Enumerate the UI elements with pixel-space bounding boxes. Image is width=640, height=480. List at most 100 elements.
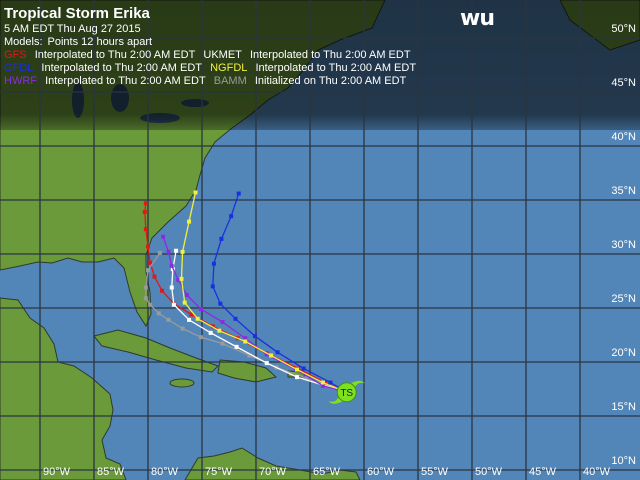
storm-label: TS: [340, 388, 353, 399]
track-point: [320, 380, 325, 385]
wu-logo[interactable]: wu: [460, 6, 495, 31]
track-point: [328, 380, 333, 385]
track-point: [295, 367, 300, 372]
track-point: [218, 301, 223, 306]
track-point: [156, 311, 161, 316]
track-line: [171, 250, 347, 393]
longitude-label: 75°W: [205, 466, 233, 478]
track-point: [210, 284, 215, 289]
latitude-label: 10°N: [611, 455, 636, 467]
latitude-label: 15°N: [611, 401, 636, 413]
hispaniola: [217, 359, 278, 383]
longitude-label: 80°W: [151, 466, 179, 478]
legend-row: GFDL Interpolated to Thu 2:00 AM EDT NGF…: [4, 62, 421, 75]
storm-marker[interactable]: TS: [328, 380, 365, 404]
track-point: [146, 244, 150, 249]
track-point: [208, 330, 213, 335]
track-point: [198, 335, 203, 340]
longitude-label: 55°W: [421, 466, 449, 478]
track-line: [212, 193, 348, 393]
jamaica: [169, 378, 195, 388]
track-line: [180, 192, 347, 393]
advisory-datetime: 5 AM EDT Thu Aug 27 2015: [4, 23, 141, 35]
track-point: [295, 375, 300, 380]
latitude-label: 45°N: [611, 77, 636, 89]
night-shade: [0, 0, 640, 130]
latitude-label: 50°N: [611, 23, 636, 35]
legend-model-hwrf: HWRF: [4, 75, 37, 87]
track-point: [195, 316, 200, 321]
legend-note-ukmet: Interpolated to Thu 2:00 AM EDT: [249, 49, 411, 61]
longitude-label: 90°W: [43, 466, 71, 478]
track-gfdl[interactable]: [210, 191, 348, 393]
legend-model-ngfdl: NGFDL: [210, 62, 248, 74]
track-point: [217, 328, 222, 333]
track-point: [264, 352, 269, 357]
legend-note-hwrf: Interpolated to Thu 2:00 AM EDT: [45, 75, 206, 87]
track-point: [166, 249, 171, 254]
models-label: Models:: [4, 36, 43, 48]
track-point: [169, 263, 174, 268]
track-point: [234, 344, 239, 349]
track-point: [210, 324, 215, 329]
legend-model-gfs: GFS: [4, 49, 27, 61]
track-point: [275, 350, 280, 355]
track-ngfdl[interactable]: [179, 190, 347, 393]
track-point: [193, 190, 198, 195]
track-point: [211, 261, 216, 266]
track-point: [179, 276, 184, 281]
track-point: [264, 361, 269, 366]
track-point: [143, 201, 148, 206]
longitude-label: 60°W: [367, 466, 395, 478]
track-point: [169, 285, 174, 290]
track-point: [143, 285, 148, 290]
track-point: [180, 249, 185, 254]
track-point: [166, 317, 171, 322]
track-point: [180, 326, 185, 331]
track-point: [269, 353, 274, 358]
longitude-label: 40°W: [583, 466, 611, 478]
track-point: [187, 219, 192, 224]
track-point: [148, 260, 153, 265]
track-point: [160, 288, 165, 293]
track-point: [220, 341, 225, 346]
track-point: [143, 296, 148, 301]
longitude-label: 65°W: [313, 466, 341, 478]
model-tracks: [142, 190, 348, 393]
track-point: [252, 334, 257, 339]
track-point: [320, 383, 325, 388]
track-ukmet[interactable]: [169, 248, 347, 393]
track-hwrf[interactable]: [161, 234, 347, 393]
legend-note-gfdl: Interpolated to Thu 2:00 AM EDT: [41, 62, 203, 74]
longitude-label: 50°W: [475, 466, 503, 478]
models-note: Points 12 hours apart: [47, 36, 153, 48]
legend-row: HWRF Interpolated to Thu 2:00 AM EDT BAM…: [4, 75, 421, 88]
track-point: [236, 191, 241, 196]
track-point: [219, 236, 224, 241]
track-point: [229, 214, 234, 219]
track-point: [220, 320, 225, 325]
latitude-label: 25°N: [611, 293, 636, 305]
track-point: [176, 277, 181, 282]
legend: Tropical Storm Erika 5 AM EDT Thu Aug 27…: [4, 4, 421, 88]
track-point: [142, 209, 147, 214]
graticule-labels: 90°W 85°W 80°W 75°W 70°W 65°W 60°W 55°W 50°W 45°W…: [43, 23, 636, 478]
track-point: [198, 307, 203, 312]
legend-model-gfdl: GFDL: [4, 62, 34, 74]
track-point: [148, 302, 153, 307]
storm-title: Tropical Storm Erika: [4, 5, 150, 22]
longitude-label: 70°W: [259, 466, 287, 478]
track-line: [162, 236, 347, 393]
south-america: [184, 447, 361, 480]
latitude-label: 40°N: [611, 131, 636, 143]
track-point: [189, 312, 194, 317]
track-point: [152, 274, 157, 279]
legend-model-ukmet: UKMET: [203, 49, 242, 61]
track-point: [304, 376, 309, 381]
legend-note-bamm: Initialized on Thu 2:00 AM EDT: [254, 75, 407, 87]
legend-note-ngfdl: Interpolated to Thu 2:00 AM EDT: [255, 62, 417, 74]
legend-note-gfs: Interpolated to Thu 2:00 AM EDT: [34, 49, 196, 61]
